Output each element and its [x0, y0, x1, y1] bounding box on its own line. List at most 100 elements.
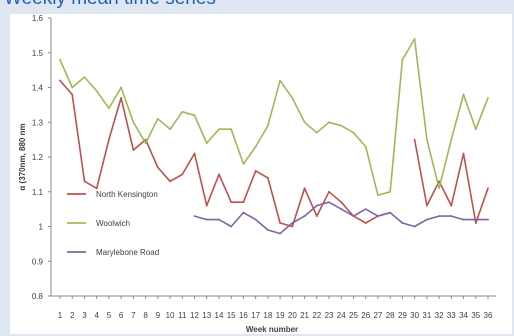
- data-point: [95, 187, 98, 190]
- x-tick-label: 16: [239, 311, 248, 320]
- page-title: Weekly mean time series: [4, 0, 216, 10]
- data-point: [389, 190, 392, 193]
- series-north-kensington: [59, 79, 489, 228]
- x-tick-label: 14: [215, 311, 224, 320]
- data-point: [156, 166, 159, 169]
- x-tick-label: 23: [325, 311, 334, 320]
- data-point: [144, 142, 147, 145]
- data-point: [169, 180, 171, 183]
- data-point: [352, 215, 355, 217]
- data-point: [156, 117, 159, 120]
- data-point: [487, 187, 489, 190]
- data-point: [340, 201, 343, 204]
- data-point: [328, 121, 330, 124]
- series-marylebone-road: [193, 201, 489, 235]
- data-point: [487, 218, 489, 221]
- x-tick-label: 6: [119, 311, 124, 320]
- x-tick-label: 33: [447, 311, 456, 320]
- data-point: [291, 225, 294, 228]
- legend: North Kensington Woolwich Marylebone Road: [67, 190, 159, 257]
- data-point: [340, 124, 343, 127]
- x-tick-label: 18: [263, 311, 272, 320]
- x-tick-label: 35: [471, 311, 480, 320]
- data-point: [340, 208, 343, 211]
- x-tick-label: 15: [227, 311, 236, 320]
- data-point: [132, 121, 135, 124]
- data-point: [181, 110, 184, 113]
- x-tick-label: 24: [337, 311, 346, 320]
- data-point: [291, 222, 294, 224]
- data-point: [71, 93, 74, 96]
- axes: 0.80.911.11.21.31.41.51.61 2 3 4 5 6 7 8 9 10 11 12…: [32, 14, 496, 320]
- x-tick-label: 27: [373, 311, 382, 320]
- legend-item: Marylebone Road: [67, 248, 159, 257]
- series-line: [413, 139, 489, 224]
- x-tick-label: 29: [398, 311, 407, 320]
- data-point: [71, 86, 74, 89]
- data-point: [266, 124, 269, 127]
- data-point: [401, 222, 404, 224]
- data-point: [205, 218, 208, 221]
- legend-label: Woolwich: [96, 219, 130, 228]
- data-point: [144, 138, 147, 141]
- data-point: [205, 204, 208, 207]
- data-point: [230, 201, 233, 204]
- data-point: [438, 215, 440, 217]
- data-point: [169, 128, 171, 131]
- data-point: [291, 97, 294, 99]
- data-point: [315, 215, 318, 217]
- data-point: [120, 97, 123, 99]
- y-tick-label: 1.6: [32, 14, 44, 23]
- x-tick-label: 36: [484, 311, 493, 320]
- series-layer: [59, 37, 489, 235]
- data-point: [377, 215, 379, 217]
- x-tick-label: 31: [422, 311, 431, 320]
- data-point: [413, 138, 416, 141]
- data-point: [450, 138, 453, 141]
- data-point: [193, 215, 196, 217]
- data-point: [108, 107, 110, 110]
- x-tick-label: 20: [288, 311, 297, 320]
- x-tick-label: 32: [435, 311, 444, 320]
- data-point: [59, 79, 61, 82]
- x-tick-label: 34: [459, 311, 468, 320]
- y-tick-label: 0.9: [32, 257, 44, 266]
- data-point: [83, 76, 86, 78]
- data-point: [242, 211, 245, 214]
- data-point: [474, 222, 477, 224]
- data-point: [193, 152, 196, 155]
- data-point: [242, 201, 245, 204]
- data-point: [132, 149, 135, 151]
- data-point: [425, 204, 428, 207]
- data-point: [59, 58, 61, 61]
- data-point: [377, 194, 379, 197]
- x-tick-label: 1: [58, 311, 63, 320]
- x-tick-label: 28: [386, 311, 395, 320]
- data-point: [230, 128, 233, 131]
- data-point: [462, 152, 465, 155]
- x-tick-label: 2: [70, 311, 75, 320]
- data-point: [450, 204, 453, 207]
- data-point: [205, 142, 208, 145]
- legend-item: North Kensington: [67, 190, 158, 199]
- series-line: [194, 201, 488, 235]
- data-point: [218, 218, 220, 221]
- data-point: [254, 170, 257, 172]
- x-tick-label: 30: [410, 311, 419, 320]
- x-tick-label: 21: [300, 311, 309, 320]
- y-tick-label: 1.4: [32, 84, 44, 93]
- x-tick-label: 8: [143, 311, 148, 320]
- data-point: [108, 138, 110, 141]
- x-axis-title: Week number: [246, 325, 298, 334]
- x-tick-label: 19: [276, 311, 285, 320]
- data-point: [438, 180, 440, 183]
- data-point: [315, 204, 318, 207]
- data-point: [438, 187, 440, 190]
- data-point: [303, 121, 306, 124]
- data-point: [218, 173, 220, 176]
- data-point: [303, 215, 306, 217]
- data-point: [328, 201, 330, 204]
- data-point: [364, 222, 367, 224]
- x-tick-label: 12: [190, 311, 199, 320]
